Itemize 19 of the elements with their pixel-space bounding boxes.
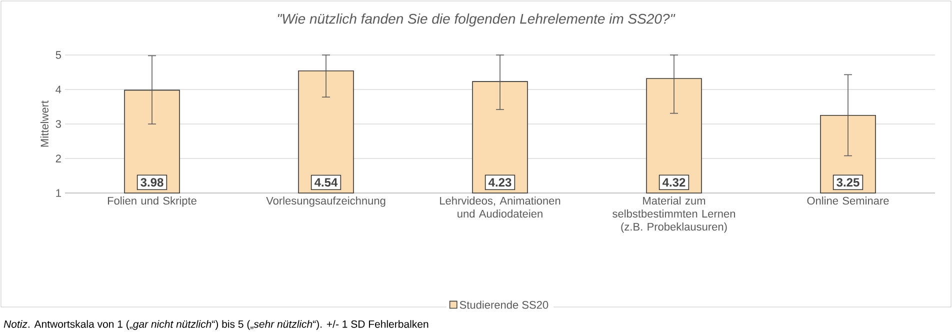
x-tick-label: Folien und Skripte — [108, 196, 196, 207]
data-label: 3.25 — [836, 178, 860, 187]
chart-title: "Wie nützlich fanden Sie die folgenden Lehrelemente im SS20?" — [278, 13, 676, 27]
text: Notiz. Antwortskala von 1 („gar nicht nützlich“) bis 5 („sehr nützlich“). +/- 1 SD Fehlerbalken — [4, 320, 428, 330]
x-tick-label: Lehrvideos, Animationen und Audiodateien — [440, 196, 560, 218]
y-tick-label: 1 — [56, 189, 61, 197]
data-label: 4.54 — [314, 178, 338, 187]
x-tick-label: Vorlesungsaufzeichnung — [266, 196, 386, 207]
y-tick-label: 2 — [56, 154, 61, 162]
y-tick-label: 4 — [56, 86, 62, 94]
legend-label: Studierende SS20 — [460, 300, 548, 309]
y-axis-title: Mittelwert — [40, 100, 48, 147]
data-label: 4.32 — [662, 178, 686, 187]
x-tick-label: Material zum selbstbestimmten Lernen (z.B. Probeklausuren) — [612, 196, 736, 233]
y-tick-label: 5 — [56, 51, 61, 59]
x-tick-label: Online Seminare — [807, 196, 889, 205]
data-label: 3.98 — [140, 178, 164, 187]
data-label: 4.23 — [488, 178, 512, 187]
y-tick-label: 3 — [56, 120, 61, 128]
